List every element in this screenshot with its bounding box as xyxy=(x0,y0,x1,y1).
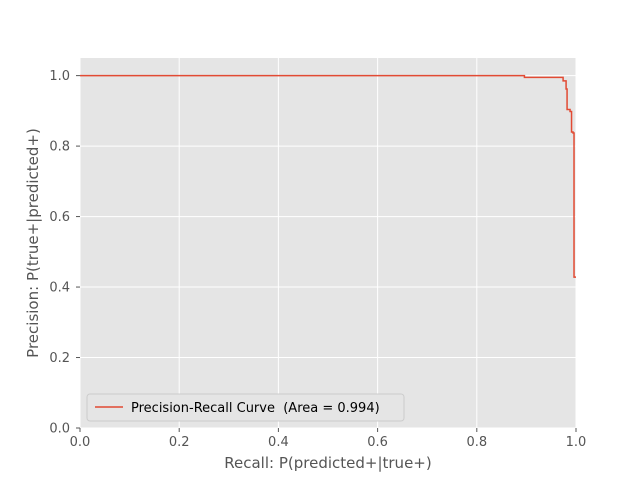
x-axis-ticks: 0.0 0.2 0.4 0.6 0.8 1.0 xyxy=(70,428,587,450)
series-layer xyxy=(80,74,576,278)
x-tick-label: 0.8 xyxy=(466,435,487,450)
plot-background xyxy=(80,58,576,428)
y-axis-label: Precision: P(true+|predicted+) xyxy=(24,128,42,358)
precision-recall-curve xyxy=(80,74,576,278)
y-tick-label: 0.2 xyxy=(49,351,70,366)
x-tick-label: 0.2 xyxy=(169,435,190,450)
y-tick-label: 0.6 xyxy=(49,210,70,225)
y-tick-label: 0.4 xyxy=(49,281,70,296)
x-tick-label: 1.0 xyxy=(566,435,587,450)
legend: Precision-Recall Curve (Area = 0.994) xyxy=(86,393,405,422)
y-axis-ticks: 0.0 0.2 0.4 0.6 0.8 1.0 xyxy=(49,69,80,437)
y-tick-label: 1.0 xyxy=(49,69,70,84)
y-tick-label: 0.8 xyxy=(49,140,70,155)
legend-label: Precision-Recall Curve (Area = 0.994) xyxy=(131,401,380,416)
x-tick-label: 0.4 xyxy=(268,435,289,450)
y-tick-label: 0.0 xyxy=(49,422,70,437)
x-axis-label: Recall: P(predicted+|true+) xyxy=(224,454,431,472)
x-tick-label: 0.0 xyxy=(70,435,91,450)
legend-box xyxy=(86,393,405,422)
x-tick-label: 0.6 xyxy=(367,435,388,450)
